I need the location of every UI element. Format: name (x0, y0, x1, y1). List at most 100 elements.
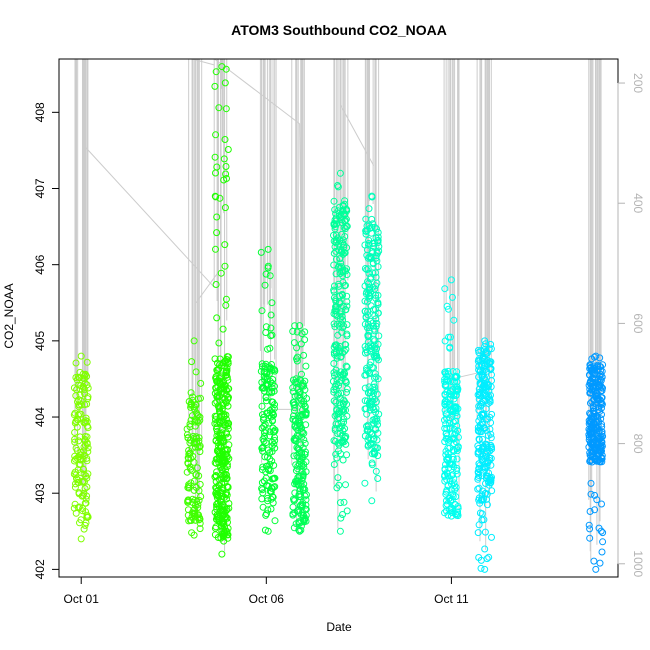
data-point (264, 345, 271, 353)
data-point (222, 446, 230, 454)
data-point (73, 423, 81, 431)
data-point (598, 430, 606, 438)
data-point (82, 414, 90, 422)
data-point (195, 516, 203, 524)
data-point (211, 399, 219, 407)
data-point (79, 370, 87, 378)
data-point (297, 501, 305, 509)
data-point (476, 421, 484, 429)
data-point (374, 229, 382, 236)
data-point (340, 224, 348, 231)
data-point (597, 446, 605, 454)
data-point (587, 490, 595, 498)
data-point (343, 400, 351, 408)
data-point (485, 481, 493, 489)
data-point (270, 428, 278, 436)
data-point (335, 481, 343, 489)
data-point (297, 441, 305, 449)
data-point (475, 460, 483, 468)
data-point (191, 501, 199, 509)
x-axis: Oct 01 Oct 06 Oct 11 (64, 577, 469, 606)
data-point (586, 451, 594, 459)
data-point (370, 335, 378, 343)
data-point (452, 372, 459, 380)
data-point (336, 315, 344, 323)
data-point (480, 380, 488, 387)
data-point (477, 366, 484, 374)
data-point (81, 433, 89, 440)
data-point (293, 357, 301, 365)
data-point (258, 495, 266, 503)
data-point (262, 394, 270, 402)
data-point (370, 242, 378, 250)
data-point (449, 410, 457, 418)
data-point (271, 517, 279, 525)
data-point (267, 332, 275, 340)
data-point (474, 485, 482, 493)
data-point (293, 431, 301, 439)
data-point (375, 332, 383, 340)
data-point (365, 236, 373, 244)
data-point (591, 426, 599, 434)
data-point (294, 453, 302, 461)
data-point (73, 447, 81, 454)
data-point (590, 557, 598, 565)
data-point (587, 399, 594, 407)
data-point (219, 325, 227, 333)
data-point (223, 356, 231, 363)
data-point (257, 248, 265, 256)
x-tick-label: Oct 01 (64, 592, 100, 606)
data-point (301, 377, 309, 385)
data-point (372, 315, 380, 323)
data-point (258, 402, 266, 410)
data-point (452, 404, 460, 412)
data-point (330, 386, 338, 394)
data-point (193, 417, 201, 425)
data-point (441, 368, 449, 376)
data-point (453, 412, 461, 420)
data-point (598, 500, 605, 508)
data-point (362, 230, 370, 238)
data-point (481, 465, 489, 473)
data-point (450, 316, 458, 324)
data-point (269, 417, 276, 425)
data-point (598, 423, 606, 431)
data-point (293, 344, 301, 352)
data-point (296, 394, 304, 402)
data-point (289, 416, 297, 423)
data-point (444, 482, 452, 489)
data-point (334, 331, 342, 339)
data-point (301, 515, 309, 523)
data-point (266, 272, 274, 280)
data-point (211, 389, 219, 397)
data-point (194, 443, 202, 451)
y-tick-label: 403 (33, 483, 47, 503)
data-point (211, 192, 219, 200)
data-point (363, 298, 371, 306)
data-point (448, 480, 455, 488)
data-point (259, 503, 267, 511)
data-point (342, 345, 350, 353)
data-point (75, 453, 83, 461)
data-point (187, 436, 194, 444)
data-point (441, 416, 448, 424)
data-point (372, 373, 380, 381)
data-point (192, 368, 200, 376)
data-point (221, 136, 229, 143)
data-point (441, 382, 449, 390)
data-point (262, 360, 270, 368)
data-point (294, 507, 301, 515)
data-point (223, 495, 230, 503)
data-point (76, 519, 83, 527)
data-point (292, 461, 300, 469)
data-point (487, 419, 495, 427)
data-point (259, 489, 267, 497)
data-point (330, 231, 337, 239)
data-point (70, 411, 78, 419)
data-point (343, 292, 351, 300)
y-tick-label: 407 (33, 178, 47, 198)
data-point (340, 498, 348, 506)
data-point (484, 432, 492, 439)
data-point (366, 286, 374, 294)
data-point (599, 538, 607, 546)
